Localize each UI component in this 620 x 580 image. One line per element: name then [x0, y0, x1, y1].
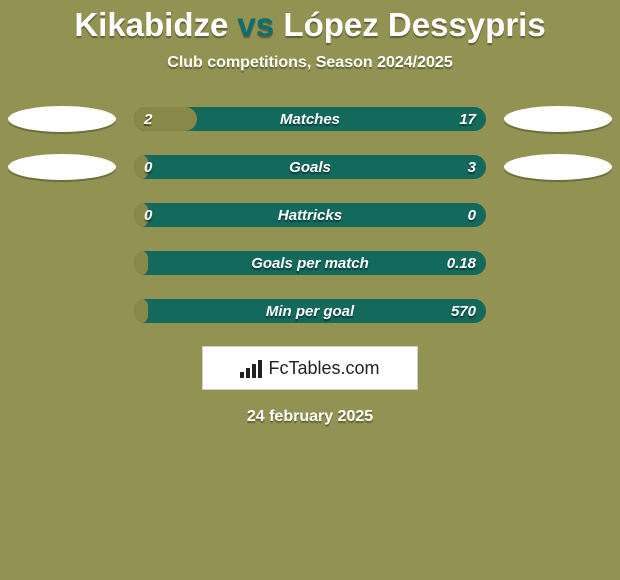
stat-bar: 0 Hattricks 0 — [134, 203, 486, 227]
stat-row: 2 Matches 17 — [8, 106, 612, 132]
brand-text: FcTables.com — [268, 358, 379, 379]
stat-value-right: 17 — [459, 107, 476, 131]
stat-label: Goals per match — [134, 251, 486, 275]
comparison-chart: 2 Matches 17 0 Goals 3 0 Hattricks 0 — [0, 106, 620, 324]
stat-bar: Min per goal 570 — [134, 299, 486, 323]
stat-bar: Goals per match 0.18 — [134, 251, 486, 275]
stat-row: 0 Goals 3 — [8, 154, 612, 180]
stat-value-left: 0 — [144, 155, 152, 179]
stat-label: Goals — [134, 155, 486, 179]
stat-bar: 2 Matches 17 — [134, 107, 486, 131]
date-text: 24 february 2025 — [0, 408, 620, 426]
stat-value-right: 570 — [451, 299, 476, 323]
brand-attribution[interactable]: FcTables.com — [202, 346, 418, 390]
stat-row: Goals per match 0.18 — [8, 250, 612, 276]
vs-text: vs — [238, 6, 275, 43]
stat-value-right: 0 — [468, 203, 476, 227]
stat-label: Min per goal — [134, 299, 486, 323]
player1-badge — [8, 106, 116, 132]
player2-badge — [504, 154, 612, 180]
player1-badge — [8, 154, 116, 180]
player1-name: Kikabidze — [74, 6, 228, 43]
stat-label: Hattricks — [134, 203, 486, 227]
bar-chart-icon — [240, 358, 264, 378]
stat-bar: 0 Goals 3 — [134, 155, 486, 179]
stat-value-left: 0 — [144, 203, 152, 227]
stat-row: 0 Hattricks 0 — [8, 202, 612, 228]
stat-value-right: 3 — [468, 155, 476, 179]
stat-row: Min per goal 570 — [8, 298, 612, 324]
player2-name: López Dessypris — [283, 6, 545, 43]
subtitle: Club competitions, Season 2024/2025 — [0, 54, 620, 72]
player2-badge — [504, 106, 612, 132]
comparison-title: Kikabidze vs López Dessypris — [0, 0, 620, 44]
stat-value-left: 2 — [144, 107, 152, 131]
stat-value-right: 0.18 — [447, 251, 476, 275]
